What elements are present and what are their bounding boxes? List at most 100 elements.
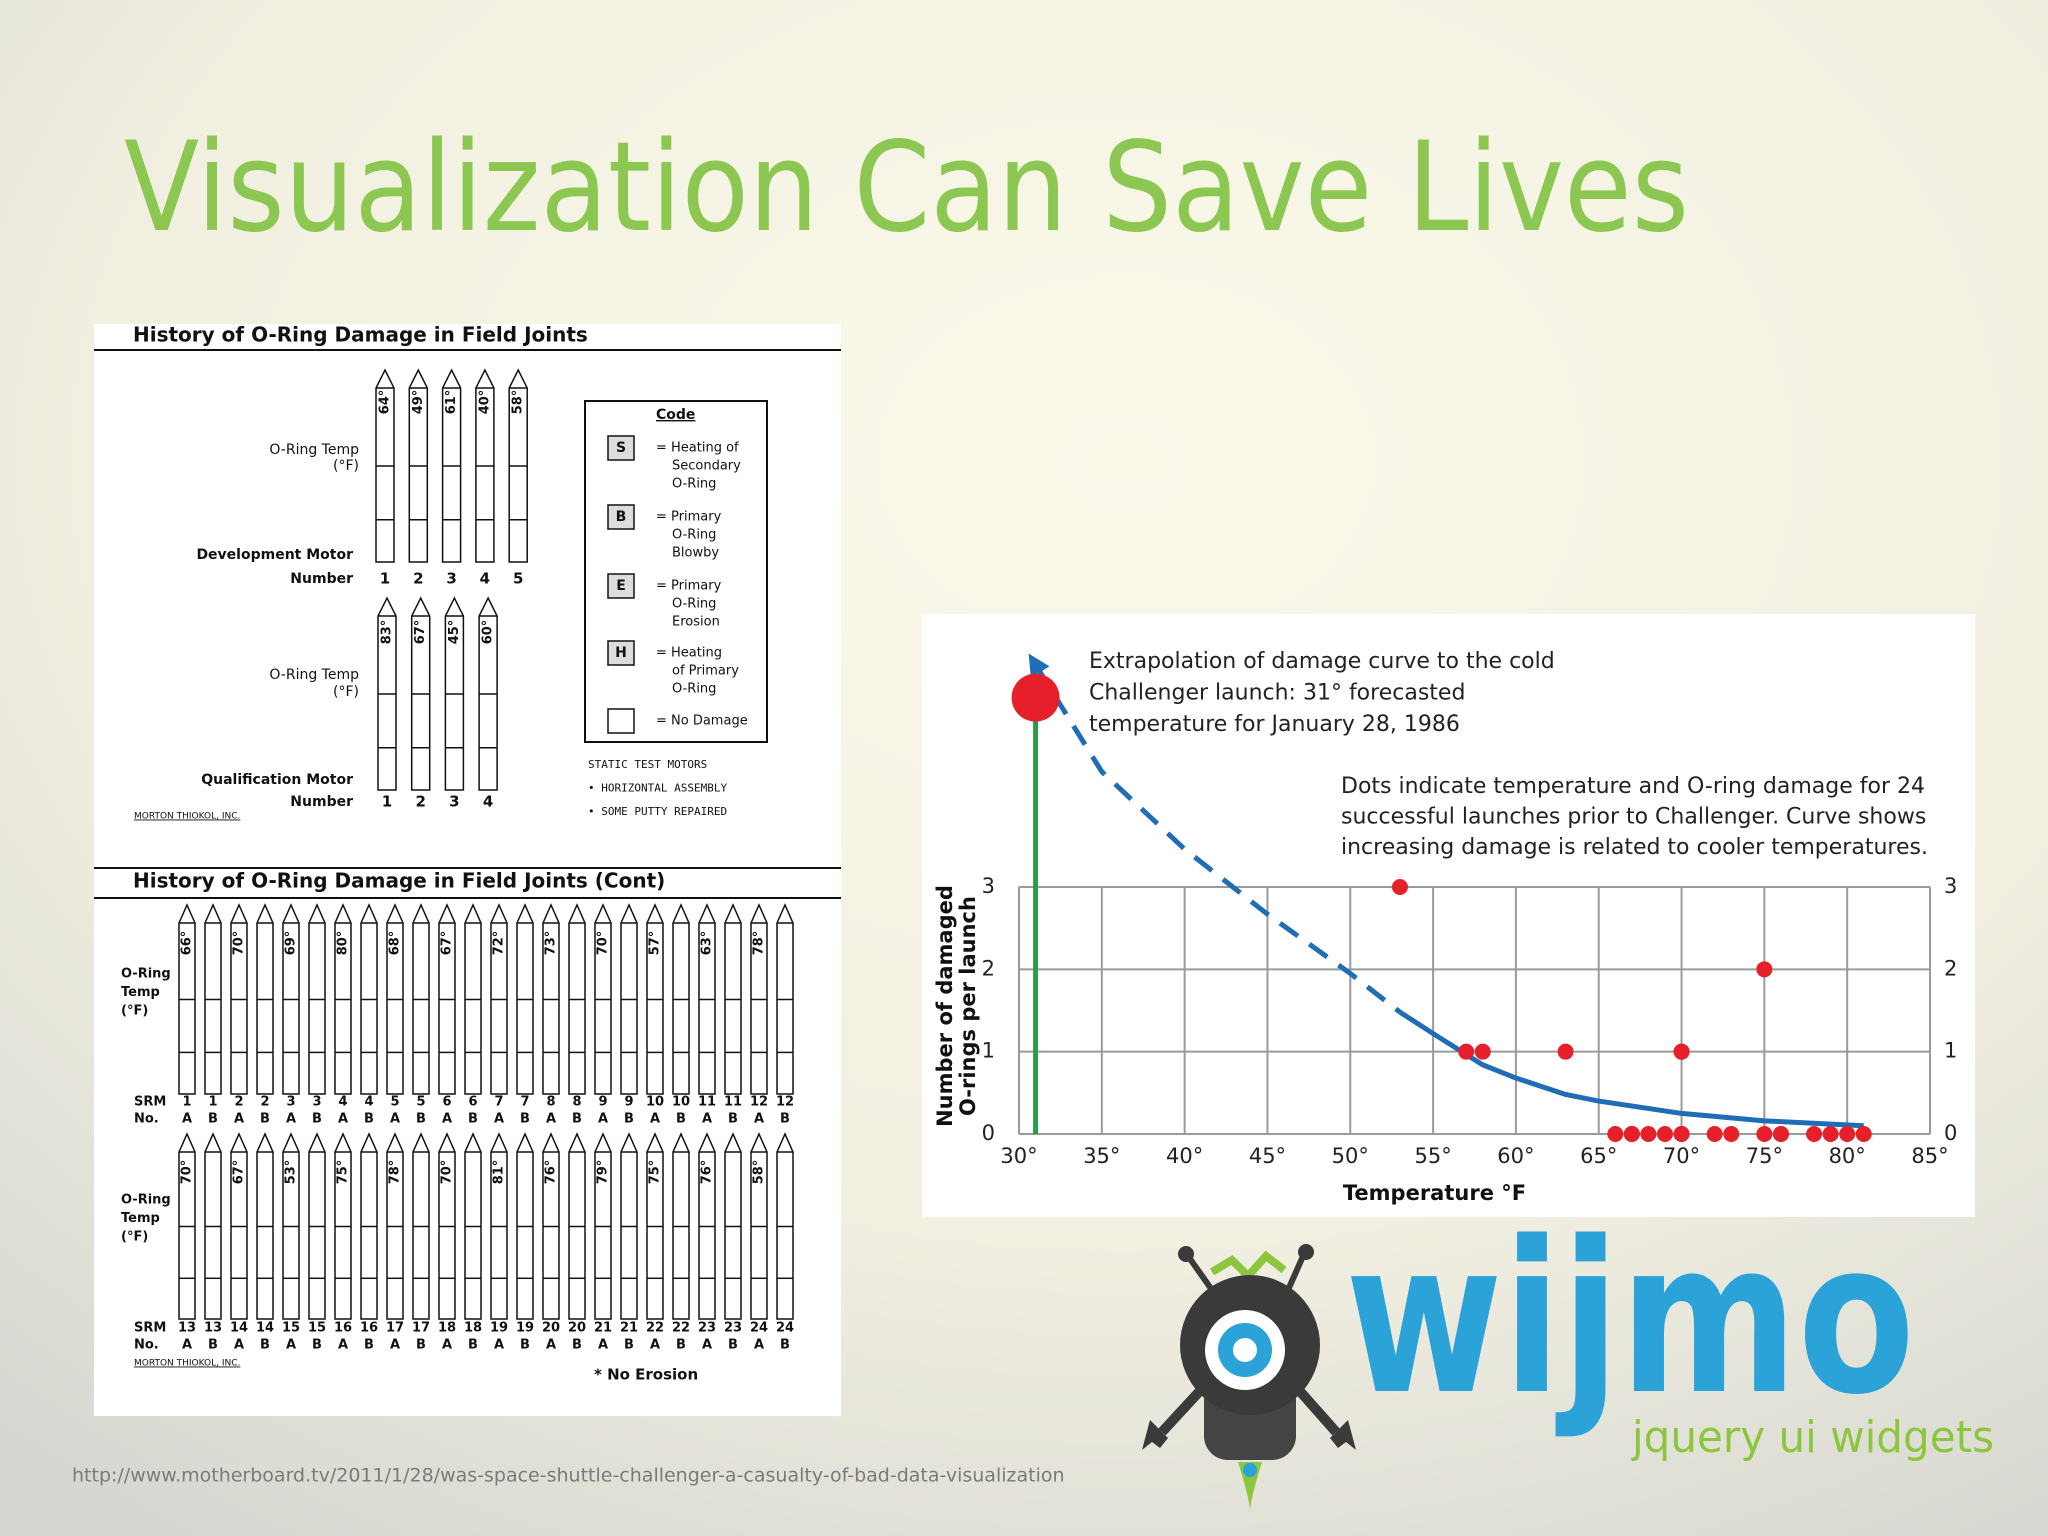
- srm-side: A: [338, 1338, 348, 1353]
- rocket-temp: 66°: [180, 931, 195, 956]
- srm-side: A: [390, 1112, 400, 1127]
- motor-number: 3: [446, 570, 456, 588]
- company: MORTON THIOKOL, INC.: [134, 812, 240, 822]
- rocket-temp: 67°: [440, 931, 455, 956]
- data-point: [1822, 1126, 1839, 1142]
- row-label: Temp: [121, 1211, 160, 1226]
- y-tick-label-right: 0: [1944, 1121, 1957, 1145]
- srm-number: 2: [234, 1095, 243, 1110]
- rocket-temp: 58°: [511, 390, 526, 415]
- rocket-temp: 49°: [411, 390, 426, 415]
- srm-number: 12: [776, 1095, 794, 1110]
- srm-side: A: [182, 1112, 192, 1127]
- srm-number: 19: [490, 1321, 508, 1336]
- srm-side: A: [598, 1338, 608, 1353]
- code-icon: [607, 640, 635, 666]
- rocket-temp: 72°: [492, 931, 507, 956]
- srm-number: 6: [468, 1095, 477, 1110]
- code-text: O-Ring: [672, 528, 716, 543]
- code-text: O-Ring: [672, 477, 716, 492]
- rocket-temp: 40°: [477, 390, 492, 415]
- srm-number: 14: [256, 1321, 274, 1336]
- srm-number: 19: [516, 1321, 534, 1336]
- row-label: Qualification Motor: [201, 772, 353, 788]
- srm-number: 3: [312, 1095, 321, 1110]
- motor-number: 1: [382, 793, 392, 811]
- code-text: Blowby: [672, 546, 719, 561]
- srm-number: 1: [208, 1095, 217, 1110]
- x-tick-label: 35°: [1083, 1144, 1120, 1168]
- rocket-temp: 53°: [284, 1160, 299, 1185]
- srm-number: 5: [390, 1095, 399, 1110]
- code-icon: [607, 708, 635, 734]
- srm-side: B: [520, 1338, 530, 1353]
- rocket-temp: 70°: [180, 1160, 195, 1185]
- rocket-temp: 76°: [544, 1160, 559, 1185]
- srm-number: 16: [334, 1321, 352, 1336]
- x-tick-label: 75°: [1746, 1144, 1783, 1168]
- fit-curve: [1398, 1010, 1864, 1129]
- srm-number: 23: [724, 1321, 742, 1336]
- code-icon: [607, 573, 635, 599]
- srm-side: B: [416, 1112, 426, 1127]
- data-point: [1656, 1126, 1673, 1142]
- srm-side: B: [364, 1338, 374, 1353]
- y-tick-label-right: 2: [1944, 956, 1957, 980]
- srm-side: A: [546, 1338, 556, 1353]
- srm-number: 10: [646, 1095, 664, 1110]
- row-label: (°F): [333, 458, 359, 474]
- code-text: Secondary: [672, 459, 741, 474]
- srm-side: B: [520, 1112, 530, 1127]
- doc-title: History of O-Ring Damage in Field Joints…: [133, 869, 665, 893]
- code-text: = Heating of: [656, 441, 739, 456]
- data-point: [1839, 1126, 1856, 1142]
- rocket-temp: 73°: [544, 931, 559, 956]
- srm-side: A: [650, 1338, 660, 1353]
- robot-flame: [1238, 1462, 1262, 1512]
- antenna-tip: [1178, 1246, 1194, 1262]
- srm-side: B: [572, 1112, 582, 1127]
- code-text: of Primary: [672, 664, 739, 679]
- x-axis-label: Temperature °F: [1343, 1181, 1526, 1205]
- srm-side: B: [676, 1112, 686, 1127]
- logo-name: wijmo: [1345, 1196, 1915, 1441]
- srm-number: 21: [594, 1321, 612, 1336]
- srm-side: A: [702, 1338, 712, 1353]
- srm-number: 6: [442, 1095, 451, 1110]
- rocket-temp: 76°: [700, 1160, 715, 1185]
- srm-side: A: [754, 1338, 764, 1353]
- srm-side: A: [286, 1112, 296, 1127]
- annotation: temperature for January 28, 1986: [1089, 712, 1460, 737]
- row-label: No.: [134, 1112, 159, 1127]
- data-point: [1756, 961, 1773, 978]
- code-text: = Heating: [656, 646, 722, 661]
- data-point: [1706, 1126, 1723, 1142]
- data-point: [1458, 1043, 1475, 1060]
- y-tick-label: 0: [982, 1121, 995, 1145]
- rocket-temp: 75°: [336, 1160, 351, 1185]
- code-box: [584, 400, 768, 743]
- srm-number: 2: [260, 1095, 269, 1110]
- rocket-temp: 70°: [440, 1160, 455, 1185]
- srm-number: 4: [364, 1095, 373, 1110]
- srm-side: A: [702, 1112, 712, 1127]
- rocket-temp: 64°: [378, 390, 393, 415]
- motor-number: 4: [483, 793, 493, 811]
- rocket-temp: 45°: [447, 620, 462, 645]
- srm-number: 17: [386, 1321, 404, 1336]
- x-tick-label: 60°: [1497, 1144, 1534, 1168]
- data-point: [1673, 1043, 1690, 1060]
- rocket-temp: 70°: [232, 931, 247, 956]
- annotation: Challenger launch: 31° forecasted: [1089, 681, 1465, 706]
- srm-side: A: [234, 1338, 244, 1353]
- srm-side: A: [182, 1338, 192, 1353]
- srm-side: B: [468, 1112, 478, 1127]
- srm-number: 14: [230, 1321, 248, 1336]
- rocket-temp: 68°: [388, 931, 403, 956]
- code-text: O-Ring: [672, 682, 716, 697]
- data-point: [1806, 1126, 1823, 1142]
- motor-number: 4: [480, 570, 490, 588]
- rocket-temp: 70°: [596, 931, 611, 956]
- row-label: No.: [134, 1338, 159, 1353]
